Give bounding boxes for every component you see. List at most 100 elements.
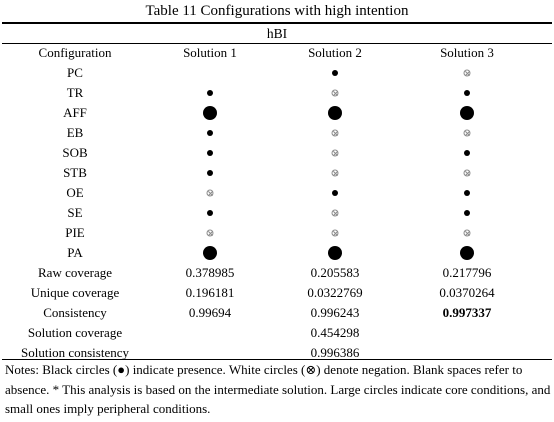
config-label: STB (63, 165, 87, 180)
presence-dot-icon (332, 190, 338, 196)
negation-circle-icon (463, 229, 471, 237)
condition-cell (150, 143, 270, 163)
condition-cell (400, 223, 534, 243)
core-presence-dot-icon (460, 106, 474, 120)
solution-stat-value: 0.996386 (310, 345, 360, 360)
condition-cell (150, 183, 270, 203)
presence-dot-icon (464, 150, 470, 156)
condition-cell (276, 163, 394, 183)
presence-dot-icon (464, 90, 470, 96)
solution-stat-label: Solution coverage (27, 325, 123, 340)
negation-circle-icon (463, 129, 471, 137)
condition-cell (400, 163, 534, 183)
condition-cell (400, 123, 534, 143)
stat-row: Unique coverage 0.196181 0.0322769 0.037026… (0, 283, 554, 303)
config-row: PC (0, 63, 554, 83)
config-label: TR (66, 85, 84, 100)
solution-stat-value: 0.454298 (310, 325, 360, 340)
condition-cell (276, 223, 394, 243)
header-rule (2, 43, 552, 44)
condition-cell (400, 243, 534, 263)
config-label: SOB (62, 145, 88, 160)
presence-dot-icon (332, 70, 338, 76)
config-label: PA (67, 245, 83, 260)
solution-stat-row: Solution coverage 0.454298 (0, 323, 554, 343)
condition-cell (400, 203, 534, 223)
column-header-solution-3: Solution 3 (440, 45, 494, 60)
config-row: STB (0, 163, 554, 183)
core-presence-dot-icon (328, 106, 342, 120)
condition-cell (150, 123, 270, 143)
stat-value: 0.997337 (442, 305, 492, 320)
condition-cell (150, 243, 270, 263)
stat-label: Unique coverage (30, 285, 120, 300)
negation-circle-icon (206, 189, 214, 197)
column-header-row: Configuration Solution 1 Solution 2 Solu… (0, 43, 554, 63)
negation-circle-icon (463, 69, 471, 77)
config-row: SOB (0, 143, 554, 163)
stat-row: Consistency 0.99694 0.996243 0.997337 (0, 303, 554, 323)
column-header-solution-2: Solution 2 (308, 45, 362, 60)
condition-cell (400, 103, 534, 123)
core-presence-dot-icon (460, 246, 474, 260)
negation-circle-icon (206, 229, 214, 237)
config-label: AFF (63, 105, 87, 120)
stat-value: 0.0322769 (307, 285, 363, 300)
core-presence-dot-icon (203, 106, 217, 120)
stat-value: 0.0370264 (439, 285, 495, 300)
negation-circle-icon (331, 89, 339, 97)
presence-dot-icon (207, 170, 213, 176)
stat-value: 0.205583 (310, 265, 360, 280)
config-label: PC (67, 65, 83, 80)
condition-cell (150, 163, 270, 183)
presence-dot-icon (207, 130, 213, 136)
negation-circle-icon (331, 169, 339, 177)
core-presence-dot-icon (203, 246, 217, 260)
stat-row: Raw coverage 0.378985 0.205583 0.217796 (0, 263, 554, 283)
mid-rule (2, 359, 552, 360)
condition-cell (276, 123, 394, 143)
condition-cell (150, 223, 270, 243)
presence-dot-icon (464, 190, 470, 196)
negation-circle-icon (331, 209, 339, 217)
condition-cell (150, 203, 270, 223)
presence-dot-icon (207, 210, 213, 216)
stat-label: Raw coverage (38, 265, 112, 280)
condition-cell (150, 63, 270, 83)
config-row: PIE (0, 223, 554, 243)
table-title: Table 11 Configurations with high intent… (145, 3, 409, 19)
negation-circle-icon (463, 169, 471, 177)
config-row: SE (0, 203, 554, 223)
top-rule (2, 22, 552, 24)
condition-cell (276, 203, 394, 223)
negation-circle-icon (331, 149, 339, 157)
presence-dot-icon (464, 210, 470, 216)
config-row: TR (0, 83, 554, 103)
condition-cell (400, 143, 534, 163)
config-row: AFF (0, 103, 554, 123)
config-label: EB (66, 125, 84, 140)
condition-cell (276, 103, 394, 123)
condition-cell (276, 83, 394, 103)
solution-stat-row: Solution consistency 0.996386 (0, 343, 554, 363)
condition-cell (150, 103, 270, 123)
config-row: PA (0, 243, 554, 263)
core-presence-dot-icon (328, 246, 342, 260)
config-label: PIE (65, 225, 85, 240)
stat-label: Consistency (43, 305, 107, 320)
column-header-configuration: Configuration (38, 45, 112, 60)
column-header-solution-1: Solution 1 (183, 45, 237, 60)
stat-value: 0.99694 (188, 305, 232, 320)
condition-cell (276, 63, 394, 83)
condition-cell (276, 183, 394, 203)
table-notes: Notes: Black circles (●) indicate presen… (5, 362, 551, 416)
stat-value: 0.196181 (185, 285, 235, 300)
condition-cell (400, 183, 534, 203)
condition-cell (276, 243, 394, 263)
presence-dot-icon (207, 150, 213, 156)
negation-circle-icon (331, 129, 339, 137)
negation-circle-icon (331, 229, 339, 237)
presence-dot-icon (207, 90, 213, 96)
stat-value: 0.378985 (185, 265, 235, 280)
solution-stat-label: Solution consistency (21, 345, 129, 360)
